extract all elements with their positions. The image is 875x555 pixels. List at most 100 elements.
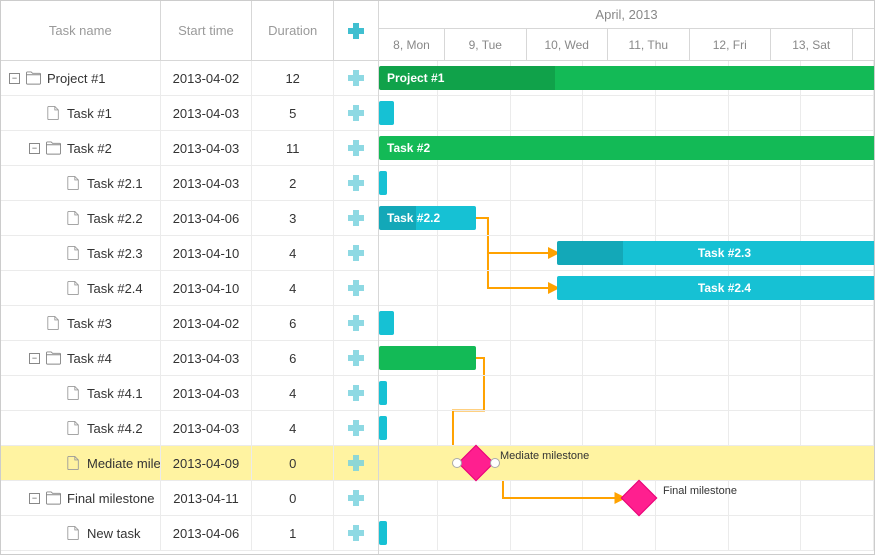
cell-start[interactable]: 2013-04-03 — [161, 96, 253, 130]
add-child-icon[interactable] — [348, 210, 364, 226]
chart-row[interactable] — [379, 411, 874, 446]
cell-name[interactable]: −Task #4 — [1, 341, 161, 375]
cell-start[interactable]: 2013-04-03 — [161, 131, 253, 165]
add-child-icon[interactable] — [348, 140, 364, 156]
task-bar[interactable]: Task #2.3 — [557, 241, 874, 265]
add-child-icon[interactable] — [348, 385, 364, 401]
cell-name[interactable]: Mediate mile — [1, 446, 161, 480]
add-child-icon[interactable] — [348, 245, 364, 261]
cell-name[interactable]: Task #3 — [1, 306, 161, 340]
cell-name[interactable]: −Task #2 — [1, 131, 161, 165]
col-header-start[interactable]: Start time — [161, 1, 253, 60]
task-bar[interactable]: Task #2.4 — [557, 276, 874, 300]
cell-duration[interactable]: 5 — [252, 96, 334, 130]
cell-duration[interactable]: 3 — [252, 201, 334, 235]
cell-start[interactable]: 2013-04-02 — [161, 61, 253, 95]
chart-row[interactable] — [379, 516, 874, 551]
cell-name[interactable]: Task #4.1 — [1, 376, 161, 410]
cell-start[interactable]: 2013-04-06 — [161, 201, 253, 235]
grid-row[interactable]: New task2013-04-061 — [1, 516, 378, 551]
add-child-icon[interactable] — [348, 280, 364, 296]
cell-name[interactable]: Task #4.2 — [1, 411, 161, 445]
cell-name[interactable]: Task #2.1 — [1, 166, 161, 200]
grid-row[interactable]: Task #2.32013-04-104 — [1, 236, 378, 271]
chart-row[interactable]: Project #1 — [379, 61, 874, 96]
cell-start[interactable]: 2013-04-02 — [161, 306, 253, 340]
add-child-icon[interactable] — [348, 420, 364, 436]
add-child-icon[interactable] — [348, 175, 364, 191]
cell-duration[interactable]: 2 — [252, 166, 334, 200]
grid-row[interactable]: Task #2.12013-04-032 — [1, 166, 378, 201]
cell-duration[interactable]: 6 — [252, 306, 334, 340]
milestone-diamond[interactable] — [621, 480, 658, 517]
tree-toggle-icon[interactable]: − — [29, 143, 40, 154]
cell-duration[interactable]: 11 — [252, 131, 334, 165]
grid-row[interactable]: −Final milestone2013-04-110 — [1, 481, 378, 516]
add-child-icon[interactable] — [348, 350, 364, 366]
task-bar[interactable] — [379, 381, 387, 405]
col-header-duration[interactable]: Duration — [252, 1, 334, 60]
cell-name[interactable]: New task — [1, 516, 161, 550]
chart-body[interactable]: Project #1 Task #2 Task #2.2 Task #2.3 Task … — [379, 61, 874, 551]
cell-name[interactable]: Task #2.3 — [1, 236, 161, 270]
cell-start[interactable]: 2013-04-10 — [161, 271, 253, 305]
tree-toggle-icon[interactable]: − — [29, 493, 40, 504]
chart-row[interactable] — [379, 376, 874, 411]
milestone-diamond[interactable] — [458, 445, 495, 482]
grid-row[interactable]: Task #2.22013-04-063 — [1, 201, 378, 236]
task-bar[interactable] — [379, 101, 394, 125]
cell-name[interactable]: Task #2.2 — [1, 201, 161, 235]
chart-row[interactable]: Mediate milestone — [379, 446, 874, 481]
cell-duration[interactable]: 0 — [252, 481, 334, 515]
task-bar[interactable] — [379, 311, 394, 335]
add-child-icon[interactable] — [348, 525, 364, 541]
milestone-handle[interactable] — [452, 458, 462, 468]
add-child-icon[interactable] — [348, 315, 364, 331]
grid-row[interactable]: Task #4.22013-04-034 — [1, 411, 378, 446]
cell-name[interactable]: Task #1 — [1, 96, 161, 130]
grid-row[interactable]: −Task #42013-04-036 — [1, 341, 378, 376]
add-child-icon[interactable] — [348, 455, 364, 471]
col-header-name[interactable]: Task name — [1, 1, 161, 60]
cell-duration[interactable]: 4 — [252, 271, 334, 305]
cell-duration[interactable]: 4 — [252, 236, 334, 270]
cell-duration[interactable]: 0 — [252, 446, 334, 480]
grid-row[interactable]: Task #2.42013-04-104 — [1, 271, 378, 306]
task-bar[interactable] — [379, 416, 387, 440]
grid-row[interactable]: Task #4.12013-04-034 — [1, 376, 378, 411]
milestone-handle[interactable] — [490, 458, 500, 468]
chart-row[interactable]: Task #2.3 — [379, 236, 874, 271]
chart-row[interactable]: Task #2.4 — [379, 271, 874, 306]
cell-name[interactable]: Task #2.4 — [1, 271, 161, 305]
add-child-icon[interactable] — [348, 490, 364, 506]
grid-row[interactable]: Task #12013-04-035 — [1, 96, 378, 131]
cell-duration[interactable]: 12 — [252, 61, 334, 95]
cell-start[interactable]: 2013-04-09 — [161, 446, 253, 480]
cell-name[interactable]: −Project #1 — [1, 61, 161, 95]
cell-duration[interactable]: 6 — [252, 341, 334, 375]
cell-duration[interactable]: 4 — [252, 376, 334, 410]
cell-name[interactable]: −Final milestone — [1, 481, 161, 515]
chart-row[interactable] — [379, 166, 874, 201]
chart-row[interactable]: Task #2.2 — [379, 201, 874, 236]
grid-row[interactable]: Mediate mile2013-04-090 — [1, 446, 378, 481]
cell-duration[interactable]: 1 — [252, 516, 334, 550]
project-bar[interactable] — [379, 346, 476, 370]
tree-toggle-icon[interactable]: − — [9, 73, 20, 84]
cell-start[interactable]: 2013-04-10 — [161, 236, 253, 270]
grid-row[interactable]: −Task #22013-04-0311 — [1, 131, 378, 166]
cell-start[interactable]: 2013-04-11 — [161, 481, 253, 515]
chart-row[interactable] — [379, 341, 874, 376]
task-bar[interactable] — [379, 171, 387, 195]
chart-row[interactable] — [379, 96, 874, 131]
cell-start[interactable]: 2013-04-03 — [161, 411, 253, 445]
add-child-icon[interactable] — [348, 105, 364, 121]
chart-row[interactable] — [379, 306, 874, 341]
task-bar[interactable] — [379, 521, 387, 545]
grid-row[interactable]: −Project #12013-04-0212 — [1, 61, 378, 96]
cell-start[interactable]: 2013-04-03 — [161, 341, 253, 375]
cell-duration[interactable]: 4 — [252, 411, 334, 445]
project-bar[interactable]: Task #2 — [379, 136, 874, 160]
grid-row[interactable]: Task #32013-04-026 — [1, 306, 378, 341]
add-child-icon[interactable] — [348, 70, 364, 86]
